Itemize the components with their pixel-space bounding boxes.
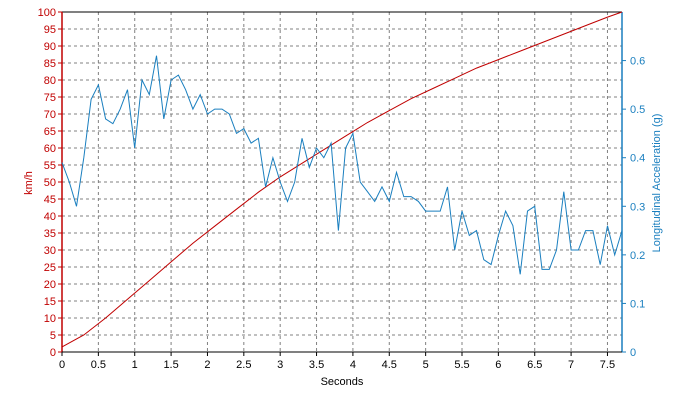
bottom-axis: 0 0.5 1 1.5 2 2.5 3 3.5 4 4.5 5 5.5 6 6.5 7 7.5 — [59, 351, 622, 371]
y-tick-label-left: 65 — [44, 126, 56, 138]
x-axis-title: Seconds — [321, 376, 364, 388]
right-axis: 0 0.1 0.2 0.3 0.4 0.5 0.6 — [621, 12, 645, 359]
y-tick-label-left: 0 — [50, 347, 56, 359]
left-axis: 0 5 10 15 20 25 30 35 40 45 50 55 60 65 70 75 80 85 90 95 10… — [38, 7, 63, 359]
y-tick-label-left: 45 — [44, 194, 56, 206]
x-tick-label: 4 — [350, 359, 356, 371]
y-tick-label-left: 25 — [44, 262, 56, 274]
y-tick-label-left: 70 — [44, 109, 56, 121]
series-line-acceleration — [61, 55, 623, 275]
y-tick-label-left: 5 — [50, 330, 56, 342]
y-tick-label-left: 20 — [44, 279, 56, 291]
y-tick-label-left: 95 — [44, 24, 56, 36]
x-tick-label: 1.5 — [163, 359, 178, 371]
y-tick-label-right: 0 — [630, 347, 636, 359]
y-tick-label-left: 40 — [44, 211, 56, 223]
y-tick-label-left: 90 — [44, 41, 56, 53]
grid — [62, 11, 622, 352]
series-line-speed — [61, 11, 623, 348]
x-tick-label: 2 — [204, 359, 210, 371]
y-tick-label-left: 50 — [44, 177, 56, 189]
y-tick-label-right: 0.5 — [630, 104, 645, 116]
y-tick-label-left: 75 — [44, 92, 56, 104]
x-tick-label: 4.5 — [382, 359, 397, 371]
x-tick-label: 6 — [495, 359, 501, 371]
y-tick-label-right: 0.3 — [630, 201, 645, 213]
y-tick-label-left: 35 — [44, 228, 56, 240]
x-tick-label: 5.5 — [454, 359, 469, 371]
x-tick-label: 7.5 — [600, 359, 615, 371]
x-tick-label: 1 — [132, 359, 138, 371]
x-tick-label: 6.5 — [527, 359, 542, 371]
y-tick-label-left: 85 — [44, 58, 56, 70]
y-axis-title-left: km/h — [23, 171, 35, 195]
y-tick-label-right: 0.1 — [630, 298, 645, 310]
x-tick-label: 3.5 — [309, 359, 324, 371]
x-tick-label: 5 — [423, 359, 429, 371]
y-tick-label-left: 15 — [44, 296, 56, 308]
y-tick-label-left: 30 — [44, 245, 56, 257]
x-tick-label: 7 — [568, 359, 574, 371]
y-tick-label-left: 10 — [44, 313, 56, 325]
y-tick-label-right: 0.2 — [630, 250, 645, 262]
y-tick-label-left: 80 — [44, 75, 56, 87]
x-tick-label: 3 — [277, 359, 283, 371]
y-tick-label-right: 0.6 — [630, 56, 645, 68]
y-axis-title-right: Longitudinal Acceleration (g) — [651, 114, 663, 253]
series-layer — [61, 11, 623, 348]
x-tick-label: 0 — [59, 359, 65, 371]
y-tick-label-left: 60 — [44, 143, 56, 155]
x-tick-label: 0.5 — [91, 359, 106, 371]
y-tick-label-right: 0.4 — [630, 153, 645, 165]
y-tick-label-left: 55 — [44, 160, 56, 172]
y-tick-label-left: 100 — [38, 7, 56, 19]
x-tick-label: 2.5 — [236, 359, 251, 371]
